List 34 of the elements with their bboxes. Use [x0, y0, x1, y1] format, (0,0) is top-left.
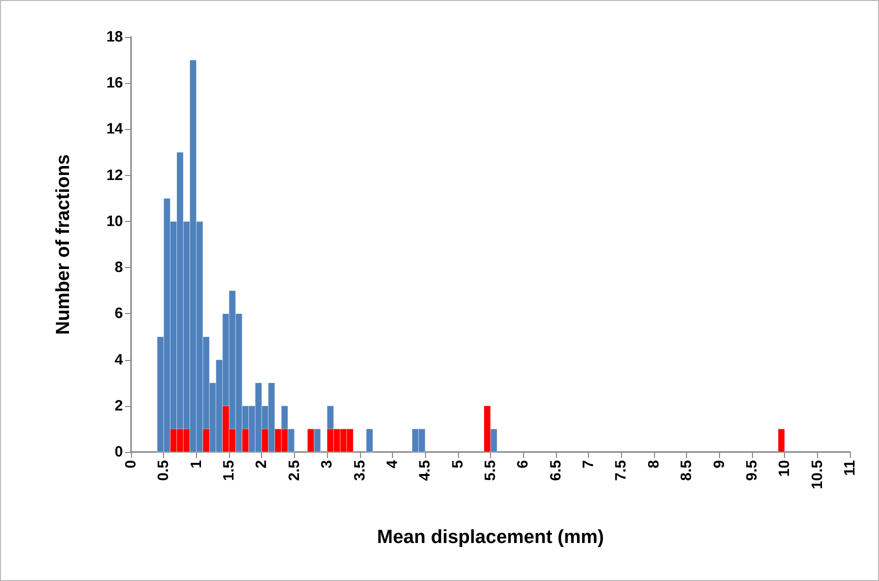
x-tick-label: 5	[449, 460, 466, 468]
x-tick-label: 1.5	[220, 460, 238, 481]
x-tick-label: 0.5	[155, 460, 172, 481]
y-tick-label: 14	[106, 120, 124, 138]
x-tick-label: 1	[188, 460, 205, 468]
x-tick-label: 6.5	[547, 460, 564, 481]
x-tick-label: 10	[776, 460, 794, 477]
x-tick-label: 6	[514, 460, 532, 468]
y-tick-label: 10	[106, 212, 123, 230]
x-tick-label: 7.5	[612, 460, 630, 481]
x-tick-label: 3	[318, 460, 336, 468]
y-tick-label: 2	[114, 397, 123, 414]
y-axis-title: Number of fractions	[53, 154, 74, 335]
x-tick-label: 5.5	[482, 460, 499, 481]
x-tick-label: 8	[645, 460, 662, 468]
x-tick-label: 11	[842, 460, 858, 476]
x-tick-label: 2	[253, 460, 270, 468]
x-tick-label: 10.5	[808, 460, 826, 490]
x-tick-label: 4.5	[416, 460, 434, 481]
y-tick-label: 16	[106, 74, 123, 92]
x-tick-label: 3.5	[351, 460, 368, 481]
x-tick-label: 8.5	[678, 460, 696, 481]
y-tick-label: 4	[114, 351, 124, 368]
y-tick-label: 6	[114, 305, 123, 322]
x-tick-label: 0	[122, 460, 140, 468]
y-tick-label: 18	[106, 28, 123, 46]
x-tick-label: 9	[710, 460, 728, 468]
x-tick-label: 2.5	[286, 460, 303, 481]
y-tick-label: 8	[114, 259, 123, 276]
y-tick-label: 12	[106, 166, 123, 184]
x-axis-title: Mean displacement (mm)	[377, 527, 604, 548]
x-tick-label: 7	[580, 460, 598, 468]
x-tick-label: 4	[384, 459, 401, 468]
x-tick-label: 9.5	[743, 460, 760, 481]
